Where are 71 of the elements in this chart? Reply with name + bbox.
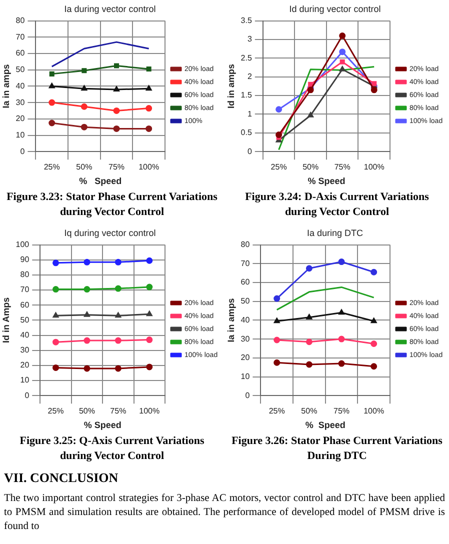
caption: Figure 3.24: D-Axis Current Variations during Vector Control bbox=[244, 190, 430, 220]
y-tick-label: 0 bbox=[20, 146, 26, 156]
y-tick-label: 0 bbox=[245, 390, 250, 400]
x-axis-title: % Speed bbox=[308, 176, 346, 186]
x-tick-label: 25% bbox=[48, 406, 64, 416]
x-tick-label: 75% bbox=[110, 406, 126, 416]
y-tick-label: 50 bbox=[240, 296, 250, 306]
chart-title: Iq during vector control bbox=[64, 228, 156, 238]
x-tick-label: 50% bbox=[76, 162, 92, 172]
caption: Figure 3.23: Stator Phase Current Variations during Vector Control bbox=[6, 190, 218, 220]
y-tick-label: 60 bbox=[20, 300, 30, 310]
y-tick-label: 0 bbox=[247, 146, 252, 156]
y-axis-title: Ia in amps bbox=[226, 298, 236, 342]
y-tick-label: 80 bbox=[20, 270, 30, 280]
y-tick-label: 3 bbox=[247, 34, 252, 44]
x-tick-label: 75% bbox=[334, 162, 350, 172]
x-tick-label: 50% bbox=[78, 406, 95, 416]
y-tick-label: 0.5 bbox=[240, 128, 252, 138]
x-axis-title: % Speed bbox=[305, 420, 346, 430]
y-tick-label: 30 bbox=[16, 98, 26, 107]
x-tick-label: 75% bbox=[108, 162, 125, 172]
x-tick-label: 50% bbox=[301, 406, 318, 416]
chart-title: Ia during DTC bbox=[306, 228, 364, 238]
y-tick-label: 1.5 bbox=[240, 90, 252, 100]
x-axis-title: % Speed bbox=[79, 176, 122, 186]
chart-title: Id during vector control bbox=[289, 4, 381, 14]
y-axis-title: Ia in amps bbox=[0, 64, 11, 108]
y-tick-label: 70 bbox=[240, 258, 250, 268]
y-tick-label: 10 bbox=[20, 376, 30, 385]
x-tick-label: 25% bbox=[268, 406, 285, 416]
y-tick-label: 0 bbox=[24, 390, 30, 400]
x-tick-label: 100% bbox=[364, 406, 384, 416]
y-tick-label: 90 bbox=[20, 255, 30, 264]
y-tick-label: 10 bbox=[240, 372, 250, 381]
y-tick-label: 30 bbox=[20, 346, 30, 355]
y-tick-label: 20 bbox=[20, 360, 30, 370]
y-tick-label: 70 bbox=[16, 32, 26, 42]
caption: Figure 3.26: Stator Phase Current Variations During DTC bbox=[230, 434, 444, 464]
y-tick-label: 30 bbox=[240, 334, 250, 344]
x-tick-label: 50% bbox=[302, 162, 319, 172]
y-tick-label: 100 bbox=[16, 240, 30, 250]
x-tick-label: 100% bbox=[364, 162, 384, 172]
caption: Figure 3.25: Q-Axis Current Variations during Vector Control bbox=[18, 434, 206, 464]
y-tick-label: 2.5 bbox=[240, 53, 252, 62]
x-tick-label: 25% bbox=[270, 162, 287, 172]
y-tick-label: 50 bbox=[20, 315, 30, 324]
y-tick-label: 20 bbox=[240, 353, 250, 362]
x-tick-label: 100% bbox=[138, 162, 160, 172]
y-tick-label: 80 bbox=[16, 16, 26, 26]
x-tick-label: 25% bbox=[44, 162, 60, 172]
y-tick-label: 10 bbox=[16, 130, 26, 140]
chart-title: Ia during vector control bbox=[64, 4, 156, 14]
y-axis-title: Id in amps bbox=[226, 64, 236, 108]
y-tick-label: 20 bbox=[16, 114, 26, 124]
text: The two important control strategies for 3-phase AC motors, vector control and DTC have been applied to PMSM and simulation results are obtained. The performance of developed model of PMSM drive is found to bbox=[4, 492, 445, 534]
y-tick-label: 3.5 bbox=[240, 16, 252, 26]
y-tick-label: 40 bbox=[20, 330, 30, 340]
y-axis-title: Id in Amps bbox=[0, 297, 11, 344]
text: VII. CONCLUSION bbox=[4, 470, 120, 486]
x-tick-label: 100% bbox=[139, 406, 160, 416]
y-tick-label: 60 bbox=[240, 278, 250, 287]
y-tick-label: 50 bbox=[16, 65, 26, 74]
y-tick-label: 2 bbox=[247, 72, 252, 82]
y-tick-label: 40 bbox=[240, 315, 250, 324]
y-tick-label: 60 bbox=[16, 48, 26, 58]
y-tick-label: 1 bbox=[247, 109, 252, 118]
y-tick-label: 40 bbox=[16, 81, 26, 90]
y-tick-label: 80 bbox=[240, 240, 250, 250]
y-tick-label: 70 bbox=[20, 285, 30, 294]
x-axis-title: % Speed bbox=[84, 420, 122, 430]
x-tick-label: 75% bbox=[334, 406, 350, 416]
